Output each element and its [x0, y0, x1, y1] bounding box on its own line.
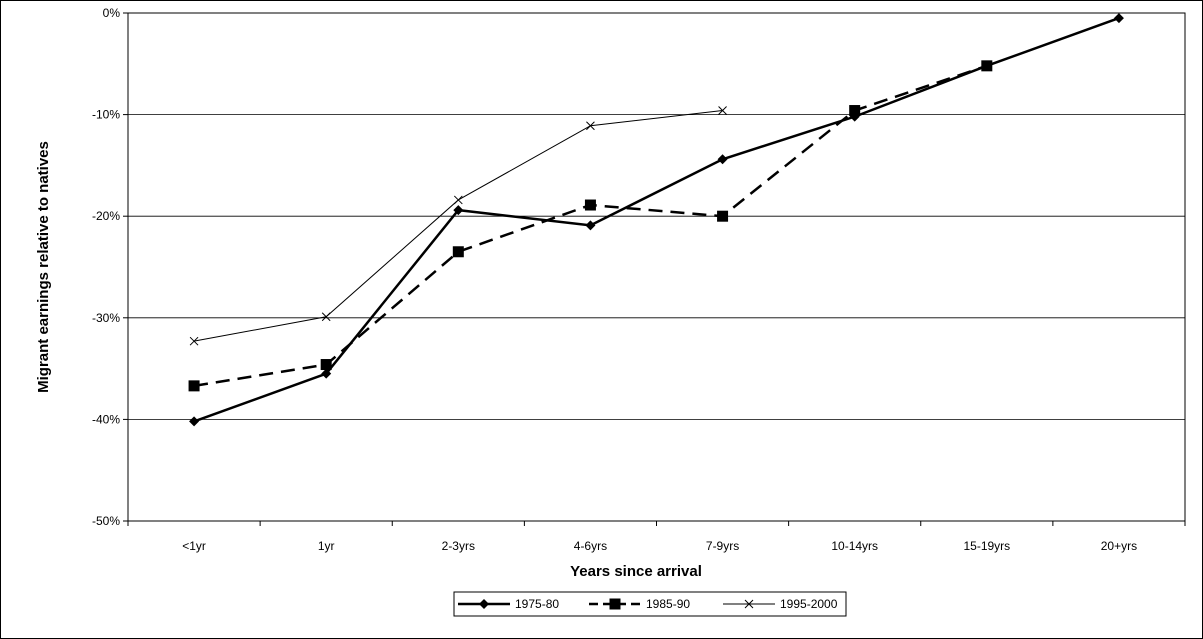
x-tick-label: 2-3yrs: [442, 539, 475, 553]
data-point-square: [584, 199, 596, 211]
data-point-diamond: [453, 205, 464, 216]
legend-label: 1995-2000: [780, 597, 838, 611]
data-point-square: [717, 210, 729, 222]
data-point-square: [188, 380, 200, 392]
series-1985-90: [188, 60, 993, 392]
y-tick-label: -50%: [92, 514, 120, 528]
data-point-diamond: [1113, 13, 1124, 24]
data-point-square: [981, 60, 993, 72]
data-point-x: [189, 336, 199, 346]
data-point-x: [586, 121, 595, 131]
x-tick-label: 1yr: [318, 539, 335, 553]
y-tick-label: -40%: [92, 412, 120, 426]
data-point-x: [453, 195, 463, 205]
data-point-diamond: [189, 416, 200, 427]
series-1995-2000: [189, 106, 727, 346]
legend-box: [453, 591, 847, 617]
plot-area-border: [127, 12, 1186, 522]
legend-label: 1975-80: [515, 597, 559, 611]
data-point-x: [744, 599, 754, 609]
legend-entry: 1985-90: [589, 597, 690, 611]
x-tick-label: 4-6yrs: [574, 539, 607, 553]
x-axis-title: Years since arrival: [570, 563, 702, 580]
data-point-diamond: [585, 220, 596, 231]
data-point-x: [321, 312, 331, 322]
series-line: [193, 16, 1120, 423]
x-tick-label: 20+yrs: [1101, 539, 1137, 553]
series-layer: [188, 13, 1124, 427]
legend-entry: 1975-80: [458, 597, 559, 611]
y-tick-label: -20%: [92, 209, 120, 223]
data-point-square: [452, 246, 464, 258]
legend: 1975-80 1985-90 1995-2000: [453, 591, 847, 617]
y-tick-label: -30%: [92, 311, 120, 325]
legend-label: 1985-90: [646, 597, 690, 611]
data-point-square: [849, 105, 861, 117]
y-axis-title: Migrant earnings relative to natives: [35, 141, 52, 393]
data-point-x: [718, 106, 727, 115]
y-axis-ticks: 0% -10% -20% -30% -40% -50%: [92, 6, 128, 528]
series-line: [193, 110, 723, 342]
data-point-diamond: [717, 154, 728, 165]
x-tick-label: 15-19yrs: [963, 539, 1010, 553]
x-axis-ticks: <1yr 1yr 2-3yrs 4-6yrs 7-9yrs 10-14yrs 15-19yr…: [127, 521, 1186, 553]
x-tick-label: 7-9yrs: [706, 539, 739, 553]
data-point-diamond: [479, 599, 489, 609]
legend-entry: 1995-2000: [723, 597, 838, 611]
x-tick-label: 10-14yrs: [831, 539, 878, 553]
data-point-square: [320, 359, 332, 371]
x-tick-label: <1yr: [182, 539, 206, 553]
data-point-diamond: [321, 368, 332, 379]
y-tick-label: 0%: [103, 6, 121, 20]
y-tick-label: -10%: [92, 108, 120, 122]
gridlines: [128, 12, 1185, 522]
data-point-square: [609, 598, 621, 610]
